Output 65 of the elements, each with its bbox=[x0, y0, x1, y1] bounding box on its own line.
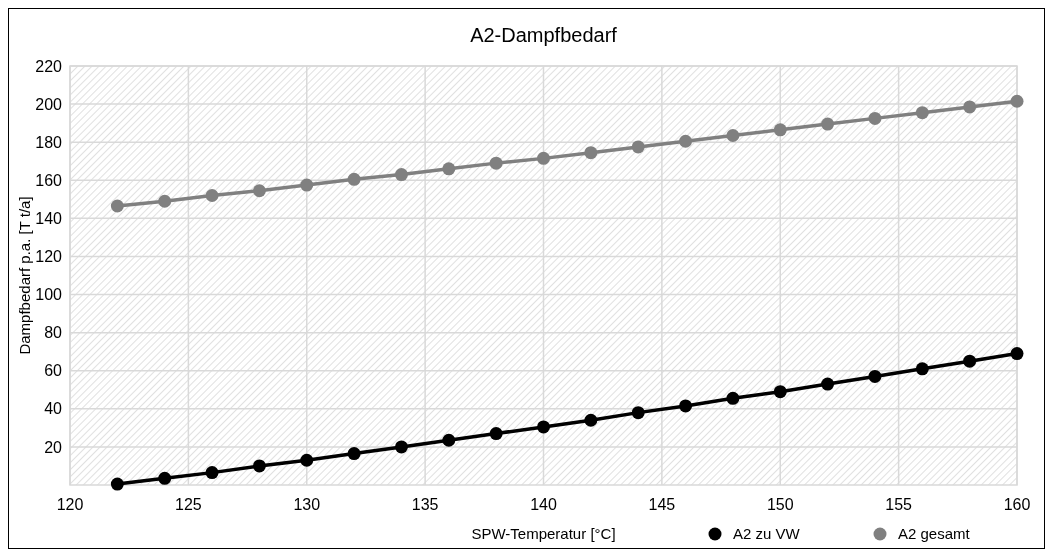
point bbox=[489, 156, 503, 170]
point bbox=[110, 199, 124, 213]
x-tick-label: 155 bbox=[885, 496, 913, 513]
y-tick-label: 20 bbox=[44, 438, 63, 456]
x-tick-label: 135 bbox=[411, 496, 439, 513]
point bbox=[963, 354, 977, 368]
x-tick-label: 140 bbox=[530, 496, 557, 513]
x-tick-label: 130 bbox=[293, 496, 321, 513]
legend-label: A2 zu VW bbox=[733, 525, 801, 542]
point bbox=[442, 162, 456, 176]
point bbox=[821, 117, 835, 131]
point bbox=[868, 369, 882, 383]
y-tick-label: 120 bbox=[35, 248, 63, 266]
point bbox=[442, 433, 456, 447]
point bbox=[252, 184, 266, 198]
point bbox=[347, 447, 361, 461]
y-tick-label: 220 bbox=[35, 57, 63, 75]
y-tick-label: 200 bbox=[35, 95, 63, 113]
point bbox=[1010, 94, 1024, 108]
y-tick-label: 60 bbox=[44, 362, 63, 380]
point bbox=[300, 178, 314, 192]
y-axis-title: Dampfbedarf p.a. [T t/a] bbox=[16, 196, 33, 355]
point bbox=[537, 151, 550, 165]
point bbox=[158, 471, 172, 485]
y-tick-label: 100 bbox=[35, 286, 63, 304]
point bbox=[726, 391, 740, 405]
point bbox=[252, 459, 266, 473]
x-tick-label: 145 bbox=[648, 496, 676, 513]
point bbox=[773, 385, 787, 399]
x-tick-label: 150 bbox=[766, 496, 794, 513]
point bbox=[631, 406, 645, 420]
point bbox=[821, 377, 835, 391]
point bbox=[394, 440, 408, 454]
x-axis-title: SPW-Temperatur [°C] bbox=[471, 525, 616, 542]
point bbox=[631, 140, 645, 154]
point bbox=[584, 413, 598, 427]
y-tick-label: 160 bbox=[35, 171, 63, 189]
point bbox=[158, 194, 172, 208]
point bbox=[205, 466, 219, 480]
x-tick-label: 125 bbox=[175, 496, 202, 513]
x-tick-label: 120 bbox=[56, 496, 84, 513]
point bbox=[963, 100, 977, 114]
point bbox=[205, 189, 219, 203]
point bbox=[489, 427, 503, 441]
point bbox=[537, 420, 550, 434]
y-tick-label: 40 bbox=[44, 400, 63, 418]
point bbox=[868, 111, 882, 125]
point bbox=[915, 362, 929, 376]
point bbox=[773, 123, 787, 137]
point bbox=[679, 399, 693, 413]
point bbox=[584, 146, 598, 160]
point bbox=[1010, 347, 1024, 361]
point bbox=[110, 477, 124, 491]
y-tick-label: 80 bbox=[44, 324, 63, 342]
point bbox=[915, 106, 929, 120]
x-tick-label: 160 bbox=[1003, 496, 1031, 513]
point bbox=[394, 168, 408, 182]
y-tick-label: 140 bbox=[35, 209, 63, 227]
y-tick-label: 180 bbox=[35, 133, 63, 151]
legend-label: A2 gesamt bbox=[898, 525, 971, 542]
point bbox=[300, 453, 314, 467]
point bbox=[726, 129, 740, 143]
chart-title: A2-Dampfbedarf bbox=[470, 24, 618, 46]
point bbox=[679, 134, 693, 148]
point bbox=[347, 172, 361, 186]
